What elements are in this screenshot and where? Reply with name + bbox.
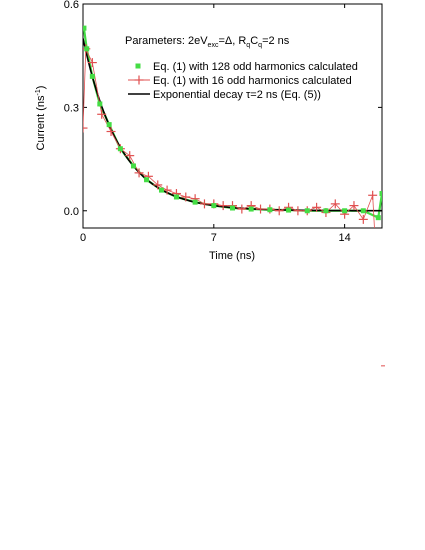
- series-128-harmonics-point: [375, 215, 381, 221]
- x-tick-label: 0: [80, 232, 86, 244]
- series-16-harmonics-point: [134, 168, 144, 178]
- y-axis-label-main: Current (ns: [35, 95, 47, 151]
- series-128-harmonics-point: [106, 122, 112, 128]
- series-16-harmonics-point: [237, 204, 247, 214]
- series-16-harmonics-point: [312, 202, 322, 212]
- series-16-harmonics-point: [87, 58, 97, 68]
- y-axis-label: Current (ns-1): [35, 86, 47, 151]
- series-16-harmonics-point: [181, 192, 191, 202]
- series-128-harmonics-point: [192, 199, 198, 205]
- param-c: C: [250, 35, 258, 47]
- legend-label-exponential: Exponential decay τ=2 ns (Eq. (5)): [153, 89, 321, 101]
- series-16-harmonics-point: [199, 199, 209, 209]
- annotation: Parameters: 2eVexc=Δ, RqCq=2 ns: [125, 35, 290, 49]
- legend: Eq. (1) with 128 odd harmonics calculate…: [128, 61, 358, 101]
- legend-label-16-harmonics: Eq. (1) with 16 odd harmonics calculated: [153, 75, 352, 87]
- series-16-harmonics-point: [106, 127, 116, 137]
- series-128-harmonics-point: [379, 191, 382, 197]
- param-mid: =Δ,: [218, 35, 238, 47]
- series-128-harmonics-point: [89, 73, 95, 79]
- series-128-harmonics-point: [248, 206, 254, 212]
- y-tick-label: 0.3: [64, 102, 79, 114]
- plot-series-group: [83, 25, 382, 228]
- series-16-harmonics-point: [162, 185, 172, 195]
- legend-label-128-harmonics: Eq. (1) with 128 odd harmonics calculate…: [153, 61, 358, 73]
- series-128-harmonics-point: [286, 207, 292, 213]
- y-axis-label-tail: ): [35, 86, 47, 90]
- y-tick-label: 0.6: [64, 0, 79, 11]
- series-128-harmonics-point: [83, 25, 87, 31]
- series-128-harmonics-point: [158, 187, 164, 193]
- series-16-harmonics-point: [97, 109, 107, 119]
- series-16-harmonics-point: [125, 151, 135, 161]
- x-axis-label: Time (ns): [209, 250, 255, 262]
- series-layer: [83, 25, 385, 367]
- param-sub-exc: exc: [208, 42, 219, 49]
- series-128-harmonics-point: [211, 203, 217, 209]
- parameters-text: Parameters: 2eVexc=Δ, RqCq=2 ns: [125, 35, 290, 49]
- x-tick-label: 7: [211, 232, 217, 244]
- series-16-harmonics-point: [330, 199, 340, 209]
- series-16-harmonics-point: [349, 201, 359, 211]
- series-128-harmonics-point: [144, 177, 150, 183]
- series-16-harmonics-point: [368, 190, 378, 200]
- param-suffix: =2 ns: [262, 35, 290, 47]
- legend-marker-square: [135, 63, 141, 69]
- series-128-harmonics-point: [267, 207, 273, 213]
- series-128-harmonics-point: [304, 208, 310, 214]
- series-128-harmonics-point: [173, 194, 179, 200]
- y-axis-label-exponent: -1: [35, 89, 42, 95]
- x-axis: 0 7 14: [80, 4, 351, 244]
- series-16-harmonics-point: [83, 123, 88, 133]
- series-128-harmonics-point: [342, 208, 348, 214]
- series-128-harmonics-point: [230, 205, 235, 211]
- series-16-harmonics-point: [293, 206, 303, 216]
- series-128-harmonics-point: [97, 101, 103, 107]
- series-128-harmonics-point: [360, 208, 366, 214]
- series-16-harmonics-point: [153, 180, 163, 190]
- series-16-harmonics-point: [218, 201, 228, 211]
- series-16-harmonics-point: [274, 206, 284, 216]
- series-128-harmonics-point: [323, 208, 329, 214]
- param-sub-rq: q: [246, 42, 250, 49]
- series-16-harmonics-line: [83, 48, 375, 228]
- series-128-harmonics-point: [117, 146, 123, 152]
- plot-area: [82, 3, 383, 229]
- series-16-harmonics-point: [256, 204, 266, 214]
- y-tick-label: 0.0: [64, 206, 79, 218]
- x-tick-label: 14: [339, 232, 351, 244]
- series-16-harmonics-point: [358, 214, 368, 224]
- param-sub-cq: q: [258, 42, 262, 49]
- legend-marker-plus: [128, 75, 150, 85]
- param-r: R: [238, 35, 246, 47]
- param-prefix: Parameters: 2eV: [125, 35, 208, 47]
- series-128-harmonics-point: [84, 46, 90, 52]
- series-128-harmonics-point: [130, 163, 136, 169]
- plot-frame: [82, 3, 383, 229]
